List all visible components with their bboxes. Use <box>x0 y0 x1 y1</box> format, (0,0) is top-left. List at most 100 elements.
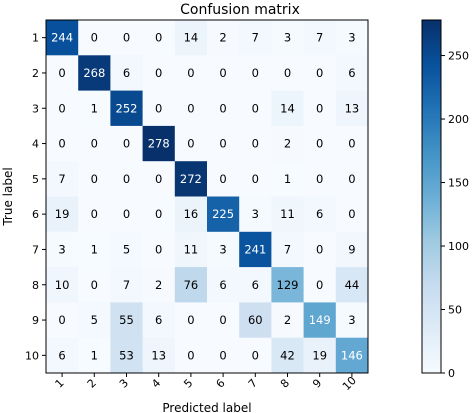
cell-value-label: 0 <box>219 348 226 362</box>
heatmap-cell <box>110 125 144 162</box>
cell-value-label: 268 <box>83 66 105 80</box>
y-axis-label: True label <box>1 167 15 226</box>
heatmap-cell <box>46 231 79 268</box>
heatmap-cell <box>142 231 176 268</box>
cell-value-label: 149 <box>309 313 331 327</box>
cell-value-label: 252 <box>116 101 138 115</box>
heatmap-cell <box>239 55 272 92</box>
cell-value-label: 0 <box>316 137 323 151</box>
colorbar-tick-label: 150 <box>448 177 469 190</box>
y-tick-label: 1 <box>32 32 39 45</box>
cell-value-label: 60 <box>248 313 263 327</box>
cell-value-label: 6 <box>348 66 355 80</box>
cell-value-label: 3 <box>219 242 226 256</box>
heatmap-cell <box>335 196 369 233</box>
heatmap-cell <box>174 267 208 303</box>
heatmap-cell <box>335 90 369 127</box>
heatmap-cell <box>303 90 337 127</box>
heatmap-cell <box>239 161 272 197</box>
cell-value-label: 7 <box>316 31 323 45</box>
heatmap-cell <box>142 196 176 233</box>
cell-value-label: 3 <box>252 207 259 221</box>
colorbar <box>421 19 442 374</box>
heatmap-cell <box>207 20 240 56</box>
heatmap-cell <box>271 90 305 127</box>
cell-value-label: 76 <box>184 278 199 292</box>
cell-value-label: 0 <box>91 31 98 45</box>
heatmap-cell <box>78 90 111 127</box>
heatmap-cell <box>174 302 208 339</box>
heatmap-cell <box>78 267 111 303</box>
cell-value-label: 3 <box>284 31 291 45</box>
cell-value-label: 14 <box>280 101 295 115</box>
heatmap-cell <box>78 337 111 374</box>
heatmap-cell <box>335 337 369 374</box>
heatmap-cell <box>303 231 337 268</box>
cell-value-label: 2 <box>155 278 162 292</box>
cell-value-label: 0 <box>252 172 259 186</box>
cell-value-label: 19 <box>312 348 327 362</box>
heatmap-cell <box>303 267 337 303</box>
heatmap-cell <box>142 20 176 56</box>
heatmap-cell <box>239 90 272 127</box>
heatmap-cell <box>78 302 111 339</box>
cell-value-label: 0 <box>123 137 130 151</box>
heatmap-cell <box>271 231 305 268</box>
cell-value-label: 0 <box>123 207 130 221</box>
cell-value-label: 6 <box>219 278 226 292</box>
cell-value-label: 0 <box>187 137 194 151</box>
cell-value-label: 1 <box>91 242 98 256</box>
cell-value-label: 129 <box>277 278 299 292</box>
cell-value-label: 3 <box>348 31 355 45</box>
heatmap-cell <box>335 231 369 268</box>
cell-value-label: 0 <box>58 137 65 151</box>
cell-value-label: 0 <box>58 101 65 115</box>
heatmap-cell <box>174 337 208 374</box>
colorbar-tick-label: 200 <box>448 113 469 126</box>
cell-value-label: 0 <box>219 313 226 327</box>
x-tick-label: 1 <box>53 376 67 390</box>
heatmap-cell <box>335 161 369 197</box>
y-tick-label: 7 <box>32 243 39 256</box>
heatmap-cell <box>110 302 144 339</box>
cell-value-label: 16 <box>184 207 199 221</box>
cell-value-label: 0 <box>252 348 259 362</box>
cell-value-label: 9 <box>348 242 355 256</box>
heatmap-cell <box>174 125 208 162</box>
heatmap-cell <box>174 20 208 56</box>
heatmap-cell <box>239 267 272 303</box>
cell-value-label: 6 <box>252 278 259 292</box>
heatmap-cell <box>110 337 144 374</box>
cell-value-label: 0 <box>58 313 65 327</box>
heatmap-cell <box>142 161 176 197</box>
cell-value-label: 0 <box>123 172 130 186</box>
heatmap-cell <box>239 196 272 233</box>
cell-value-label: 0 <box>348 172 355 186</box>
heatmap-cell <box>78 55 111 92</box>
cell-value-label: 11 <box>280 207 295 221</box>
heatmap-cell <box>110 161 144 197</box>
x-tick-label: 2 <box>85 376 99 390</box>
colorbar-tick-label: 50 <box>448 304 462 317</box>
heatmap-cell <box>207 161 240 197</box>
heatmap-cell <box>110 20 144 56</box>
heatmap-cell <box>142 337 176 374</box>
colorbar-tick-label: 100 <box>448 240 469 253</box>
cell-value-label: 2 <box>219 31 226 45</box>
heatmap-cell <box>174 161 208 197</box>
cell-value-label: 1 <box>284 172 291 186</box>
cell-value-label: 2 <box>284 137 291 151</box>
cell-value-label: 0 <box>91 172 98 186</box>
heatmap-cell <box>335 302 369 339</box>
cell-value-label: 7 <box>252 31 259 45</box>
heatmap-cell <box>78 196 111 233</box>
heatmap-cell <box>207 90 240 127</box>
heatmap-cell <box>46 196 79 233</box>
y-tick-label: 2 <box>32 67 39 80</box>
cell-value-label: 0 <box>219 137 226 151</box>
heatmap-cell <box>303 196 337 233</box>
x-tick-label: 7 <box>246 376 260 390</box>
cell-value-label: 0 <box>58 66 65 80</box>
cell-value-label: 0 <box>123 31 130 45</box>
heatmap-cell <box>110 196 144 233</box>
